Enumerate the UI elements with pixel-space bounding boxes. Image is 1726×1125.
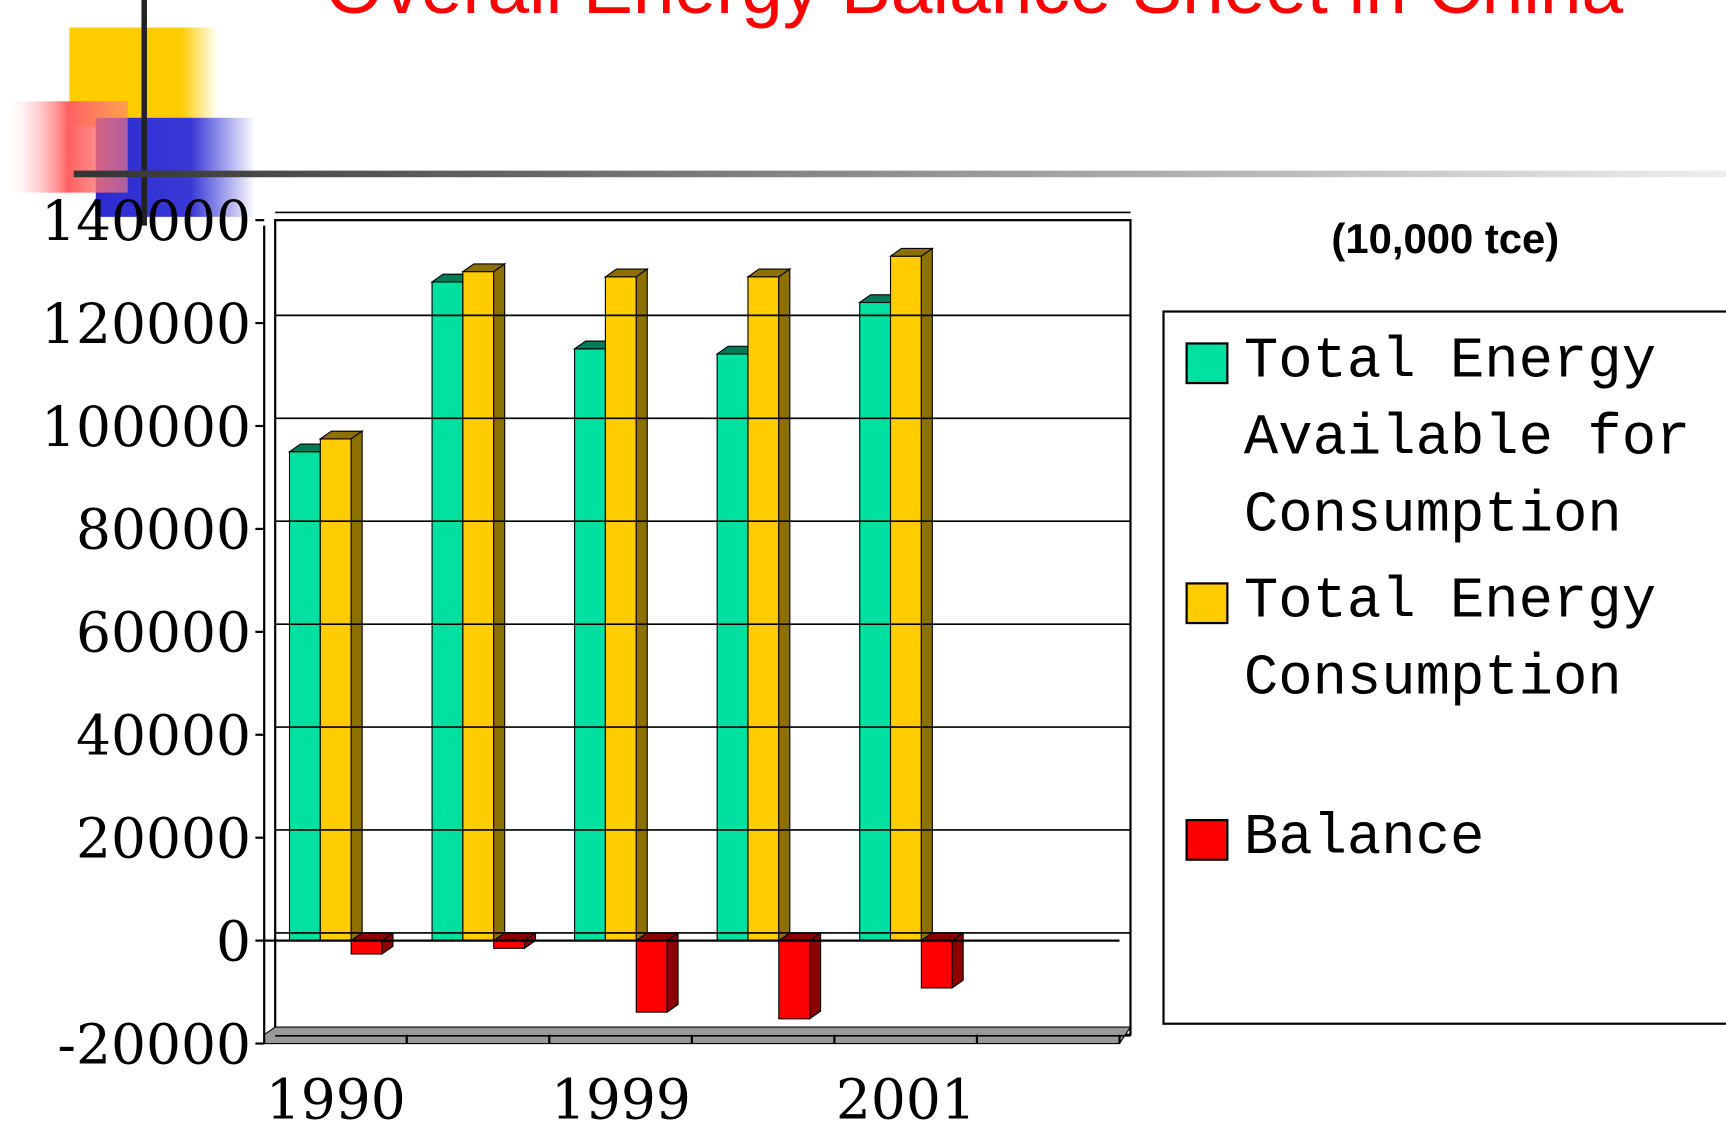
bar-side (951, 931, 964, 990)
bar-side (666, 931, 679, 1014)
y-tick-label: 100000 (41, 395, 251, 459)
bar (491, 931, 538, 950)
bar-side (350, 430, 363, 942)
bar (777, 931, 823, 1020)
bar-front (859, 301, 892, 942)
bar-side (778, 268, 791, 942)
bar-front (574, 348, 606, 942)
bar-front (288, 451, 321, 942)
bar-front (462, 271, 495, 942)
x-tick-label: 1990 (266, 1067, 406, 1125)
y-tick-label: 0 (216, 909, 251, 973)
bar (888, 247, 935, 942)
bar (349, 931, 395, 956)
bar-front (716, 353, 749, 942)
bar-side (493, 262, 506, 942)
legend-swatch (1185, 818, 1229, 861)
legend-label: Total Energy Consumption (1243, 569, 1657, 712)
bar-front (431, 281, 464, 942)
y-tick-label: 80000 (76, 498, 251, 562)
y-tick-label: 140000 (41, 189, 251, 253)
x-tick-label: 1999 (551, 1067, 691, 1125)
legend-entry: Total Energy Consumption (1243, 569, 1657, 712)
y-tick-label: 120000 (41, 292, 251, 356)
bar-side (809, 931, 822, 1020)
bar-side (381, 931, 394, 956)
y-tick-label: 40000 (76, 704, 251, 768)
bar-front (319, 438, 352, 942)
legend-entry: Total Energy Available for Consumption (1243, 329, 1691, 549)
plot-back-wall (274, 219, 1132, 1036)
bar-front (635, 940, 668, 1013)
bar-front (920, 940, 953, 989)
bar (603, 268, 649, 942)
legend-entry: Balance (1243, 805, 1485, 871)
bar-front (889, 255, 922, 942)
bar-front (747, 276, 780, 942)
legend-swatch (1185, 342, 1229, 385)
bar-front (604, 276, 637, 942)
bar-front (350, 940, 383, 955)
bar (919, 931, 965, 990)
y-tick-label: 20000 (76, 807, 251, 871)
unit-label: (10,000 tce) (1331, 215, 1559, 262)
bar-front (778, 940, 811, 1020)
legend-swatch (1185, 582, 1229, 625)
legend-label: Total Energy Available for Consumption (1243, 329, 1691, 549)
deco-square (8, 101, 128, 193)
bar (634, 931, 680, 1014)
bar-side (920, 247, 933, 942)
legend-label: Balance (1243, 805, 1485, 871)
bar (461, 262, 507, 942)
deco-line (73, 170, 1726, 178)
x-tick-label: 2001 (836, 1067, 976, 1125)
bar-front (493, 940, 526, 949)
y-tick-label: 60000 (76, 601, 251, 665)
bar (318, 430, 364, 942)
slide-title: Overall Energy Balance Sheet in China (325, 0, 1623, 29)
legend-box (1162, 310, 1726, 1025)
y-tick-label: -20000 (57, 1012, 251, 1076)
bar-side (635, 268, 648, 942)
bar (746, 268, 792, 942)
